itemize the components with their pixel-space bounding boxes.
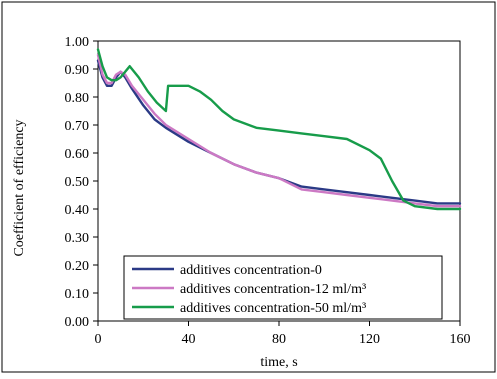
- y-tick-label: 0.10: [65, 287, 90, 302]
- x-tick-label: 120: [359, 332, 380, 347]
- y-tick-label: 0.40: [65, 203, 90, 218]
- y-tick-label: 0.50: [65, 175, 90, 190]
- y-tick-label: 0.90: [65, 63, 90, 78]
- legend-label-3: additives concentration-50 ml/m³: [180, 301, 366, 316]
- x-tick-label: 0: [95, 332, 102, 347]
- x-axis-label: time, s: [260, 355, 297, 370]
- y-tick-label: 0.80: [65, 91, 90, 106]
- legend-label-1: additives concentration-0: [180, 263, 322, 278]
- y-tick-label: 0.60: [65, 147, 90, 162]
- y-axis-label: Coefficient of efficiency: [12, 119, 27, 256]
- y-tick-label: 1.00: [65, 35, 90, 50]
- legend-label-2: additives concentration-12 ml/m³: [180, 282, 366, 297]
- y-tick-label: 0.30: [65, 231, 90, 246]
- legend: additives concentration-0 additives conce…: [124, 256, 442, 319]
- x-tick-label: 40: [182, 332, 196, 347]
- y-tick-label: 0.00: [65, 315, 90, 330]
- y-tick-label: 0.20: [65, 259, 90, 274]
- x-tick-label: 80: [272, 332, 286, 347]
- x-tick-label: 160: [450, 332, 471, 347]
- y-tick-label: 0.70: [65, 119, 90, 134]
